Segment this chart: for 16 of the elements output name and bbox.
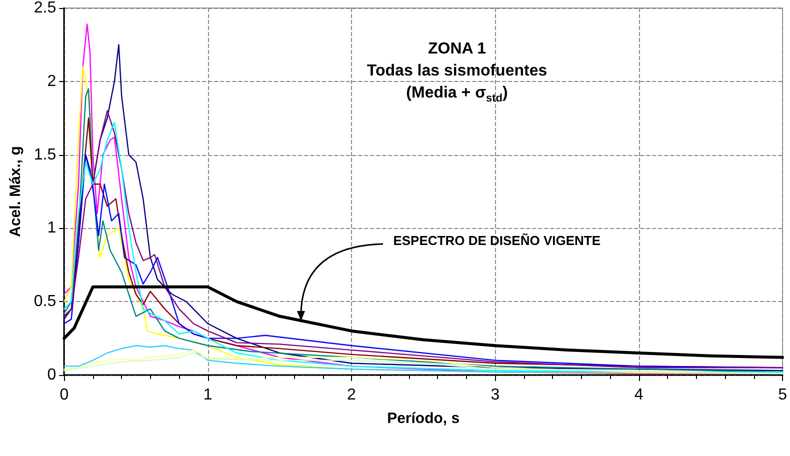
text: ZONA 1 (428, 40, 486, 58)
y-axis-title: Acel. Máx., g (7, 146, 24, 237)
x-tick-label: 3 (490, 386, 500, 404)
y-tick-label: 0 (47, 366, 56, 384)
y-tick-label: 2.5 (34, 0, 56, 16)
x-tick-label: 4 (634, 386, 644, 404)
x-tick-label: 1 (203, 386, 212, 404)
y-tick-label: 2 (47, 72, 56, 90)
x-axis-title: Período, s (387, 410, 460, 427)
y-tick-label: 1.5 (34, 146, 56, 164)
y-tick-label: 1 (47, 220, 56, 237)
annotation: ESPECTRO DE DISEÑO VIGENTE (393, 233, 601, 248)
x-tick-label: 5 (778, 386, 788, 404)
x-tick-label: 2 (347, 386, 356, 404)
x-tick-label: 0 (60, 386, 69, 404)
y-tick-label: 0.5 (34, 293, 56, 310)
